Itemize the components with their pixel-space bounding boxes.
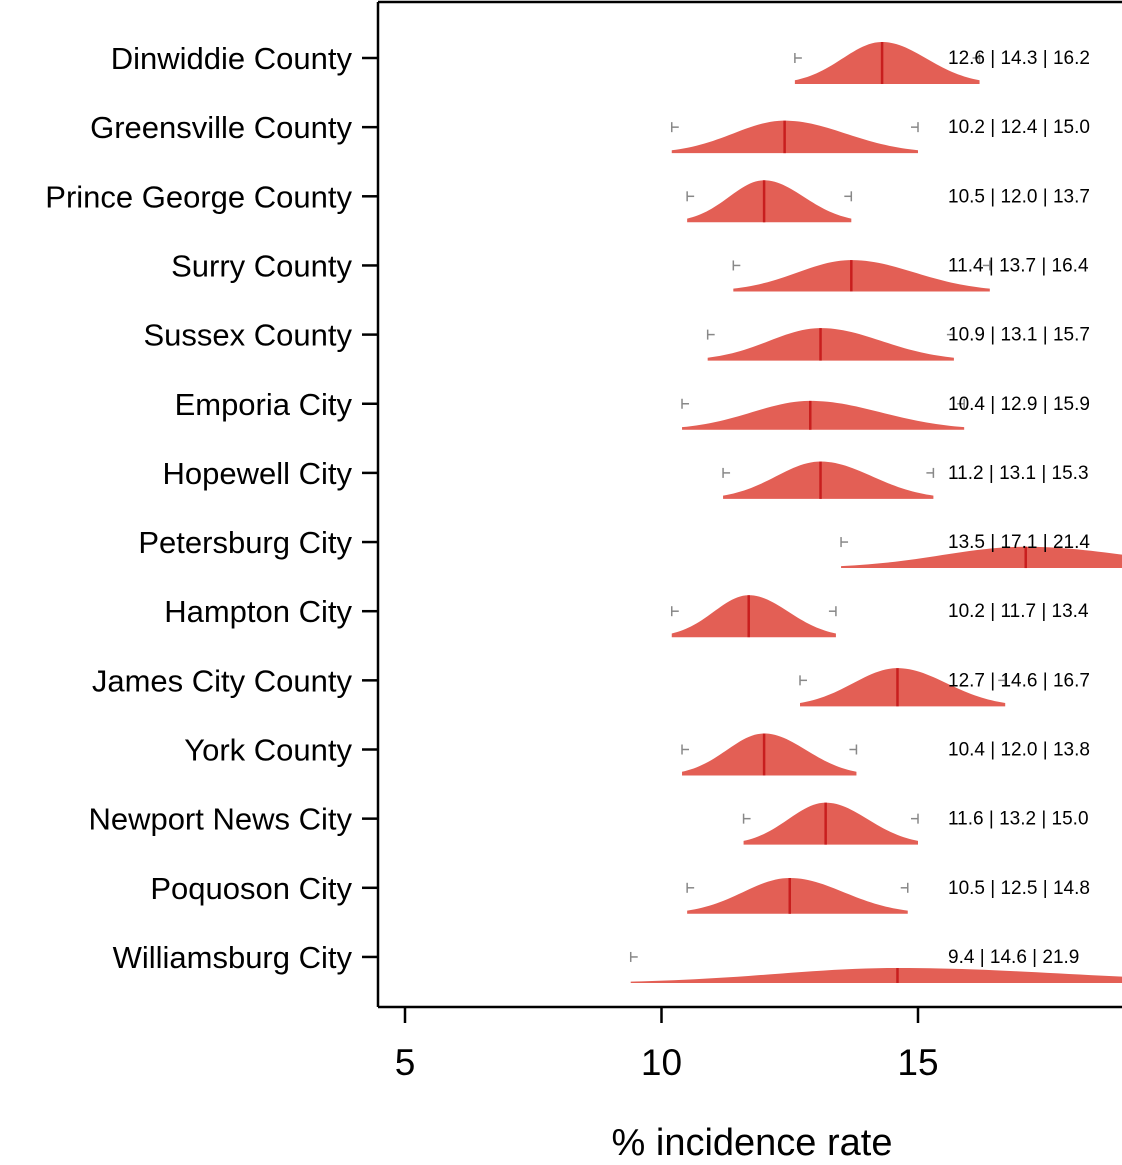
density-shape — [682, 400, 965, 430]
category-label: Sussex County — [144, 318, 353, 353]
row-hampton-city: Hampton City 10.2 | 11.7 | 13.4 — [164, 594, 1089, 638]
value-label: 9.4 | 14.6 | 21.9 — [948, 947, 1079, 968]
density-shape — [723, 461, 934, 499]
x-axis-title: % incidence rate — [612, 1122, 893, 1164]
category-label: Emporia City — [175, 387, 353, 422]
density-shape — [743, 802, 918, 845]
x-tick-label-5: 5 — [395, 1042, 416, 1083]
density-shape — [682, 733, 857, 776]
category-label: Newport News City — [88, 802, 352, 837]
x-axis: 510152025 — [395, 1007, 939, 1083]
category-label: James City County — [92, 663, 353, 698]
row-petersburg-city: Petersburg City 13.5 | 17.1 | 21.4 — [138, 525, 1122, 569]
row-emporia-city: Emporia City 10.4 | 12.9 | 15.9 — [175, 387, 1090, 430]
density-shape — [794, 42, 980, 84]
value-label: 10.5 | 12.0 | 13.7 — [948, 186, 1090, 207]
row-williamsburg-city: Williamsburg City 9.4 | 14.6 | 21.9 — [113, 940, 1122, 983]
row-sussex-county: Sussex County 10.9 | 13.1 | 15.7 — [144, 318, 1090, 361]
row-york-county: York County 10.4 | 12.0 | 13.8 — [184, 733, 1090, 776]
category-label: Poquoson City — [150, 871, 352, 906]
density-shape — [733, 260, 990, 292]
value-label: 12.6 | 14.3 | 16.2 — [948, 48, 1090, 69]
row-james-city-county: James City County 12.7 | 14.6 | 16.7 — [92, 663, 1090, 707]
row-greensville-county: Greensville County 10.2 | 12.4 | 15.0 — [90, 110, 1090, 154]
density-shape — [671, 120, 918, 154]
x-tick-label-15: 15 — [897, 1042, 938, 1083]
density-shape — [841, 546, 1122, 569]
value-label: 10.4 | 12.0 | 13.8 — [948, 740, 1090, 761]
value-label: 12.7 | 14.6 | 16.7 — [948, 670, 1090, 691]
category-label: Surry County — [171, 248, 352, 283]
chart-rows: Dinwiddie County 12.6 | 14.3 | 16.2 Greens… — [45, 41, 1122, 983]
density-shape — [687, 877, 908, 914]
category-label: Williamsburg City — [113, 940, 353, 975]
value-label: 11.2 | 13.1 | 15.3 — [948, 463, 1089, 484]
density-shape — [630, 968, 1122, 983]
density-shape — [800, 668, 1006, 707]
density-shape — [671, 595, 836, 638]
value-label: 10.2 | 12.4 | 15.0 — [948, 117, 1090, 138]
row-surry-county: Surry County 11.4 | 13.7 | 16.4 — [171, 248, 1089, 292]
value-label: 13.5 | 17.1 | 21.4 — [948, 532, 1090, 553]
category-label: Dinwiddie County — [111, 41, 353, 76]
category-label: Hopewell City — [162, 456, 352, 491]
row-prince-george-county: Prince George County 10.5 | 12.0 | 13.7 — [45, 179, 1090, 223]
value-label: 10.4 | 12.9 | 15.9 — [948, 394, 1090, 415]
density-shape — [687, 180, 852, 223]
value-label: 11.6 | 13.2 | 15.0 — [948, 809, 1089, 830]
plot-area — [376, 0, 1122, 1009]
row-hopewell-city: Hopewell City 11.2 | 13.1 | 15.3 — [162, 456, 1089, 499]
category-label: York County — [184, 733, 352, 768]
value-label: 11.4 | 13.7 | 16.4 — [948, 255, 1089, 276]
row-newport-news-city: Newport News City 11.6 | 13.2 | 15.0 — [88, 802, 1089, 845]
value-label: 10.9 | 13.1 | 15.7 — [948, 325, 1090, 346]
x-tick-label-10: 10 — [641, 1042, 682, 1083]
category-label: Hampton City — [164, 594, 352, 629]
value-label: 10.2 | 11.7 | 13.4 — [948, 601, 1089, 622]
category-label: Greensville County — [90, 110, 352, 145]
value-label: 10.5 | 12.5 | 14.8 — [948, 878, 1090, 899]
density-shape — [707, 328, 954, 361]
row-dinwiddie-county: Dinwiddie County 12.6 | 14.3 | 16.2 — [111, 41, 1090, 84]
row-poquoson-city: Poquoson City 10.5 | 12.5 | 14.8 — [150, 871, 1090, 914]
category-label: Petersburg City — [138, 525, 352, 560]
category-label: Prince George County — [45, 179, 352, 214]
